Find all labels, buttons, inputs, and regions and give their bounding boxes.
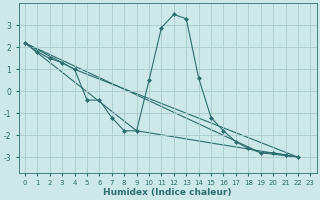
X-axis label: Humidex (Indice chaleur): Humidex (Indice chaleur): [103, 188, 232, 197]
